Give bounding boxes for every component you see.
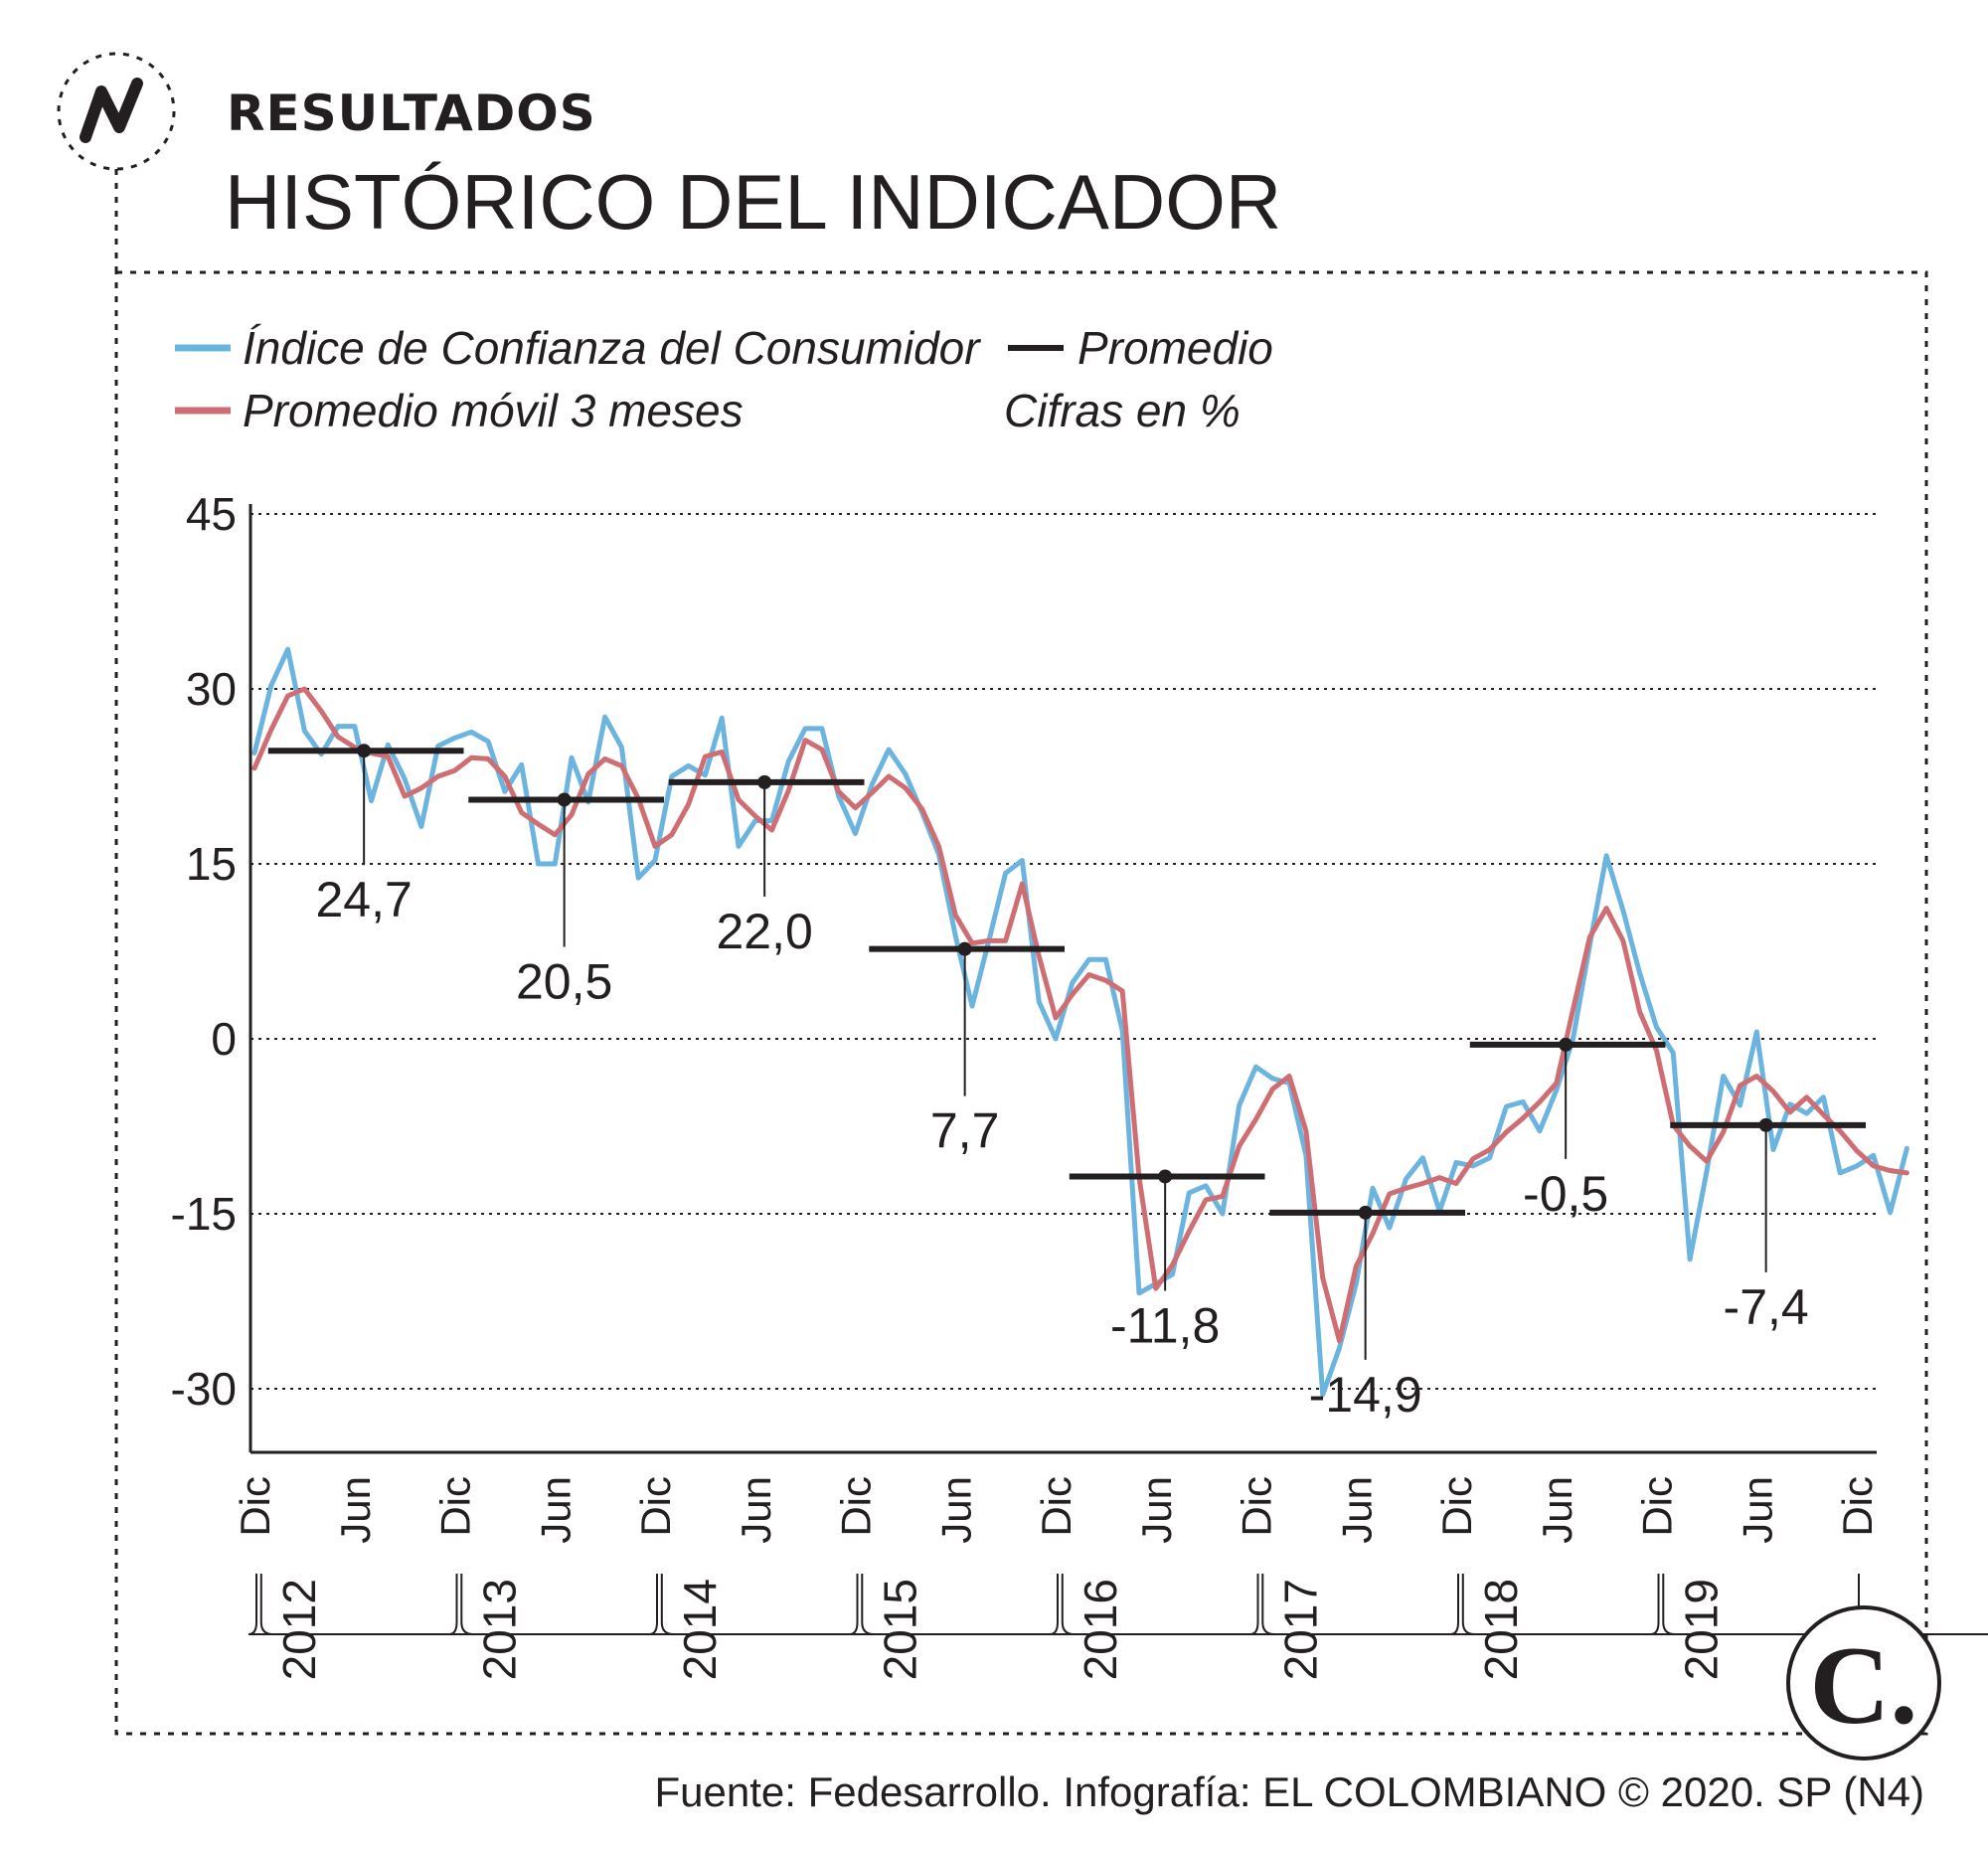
year-bracket xyxy=(259,1574,458,1635)
y-tick-label: 0 xyxy=(211,1013,237,1065)
y-tick-label: -15 xyxy=(171,1188,237,1240)
year-label: 2018 xyxy=(1475,1579,1527,1680)
x-tick-label: Dic xyxy=(1634,1476,1681,1537)
year-label: 2016 xyxy=(1075,1579,1126,1680)
grid: 45 30 15 0 -15 -30 xyxy=(171,488,1877,1415)
x-tick-label: Dic xyxy=(632,1476,679,1537)
average-label: 7,7 xyxy=(930,1103,1000,1159)
section-title: RESULTADOS xyxy=(227,84,596,142)
y-tick-label: 30 xyxy=(186,663,237,715)
index-line xyxy=(251,646,1909,1398)
year-bracket xyxy=(1461,1574,1660,1635)
average-label: -14,9 xyxy=(1309,1367,1422,1423)
average-label: -11,8 xyxy=(1110,1297,1220,1353)
year-label: 2014 xyxy=(674,1579,726,1680)
y-tick-label: 15 xyxy=(186,838,237,890)
year-bracket xyxy=(1261,1574,1459,1635)
brand-mark: C. xyxy=(1810,1624,1918,1748)
axes xyxy=(248,504,1877,1454)
logo xyxy=(57,52,176,272)
x-tick-label: Jun xyxy=(1333,1476,1380,1544)
year-label: 2017 xyxy=(1274,1579,1326,1680)
average-label: -0,5 xyxy=(1523,1166,1608,1222)
legend-label-index: Índice de Confianza del Consumidor xyxy=(243,322,981,374)
x-tick-label: Jun xyxy=(332,1476,379,1544)
legend: Índice de Confianza del Consumidor Prome… xyxy=(175,322,1273,436)
year-bracket xyxy=(861,1574,1059,1635)
chart-frame xyxy=(114,270,1928,1736)
x-tick-label: Dic xyxy=(1033,1476,1079,1537)
y-tick-label: -30 xyxy=(171,1363,237,1415)
moving-average-line xyxy=(251,686,1909,1344)
legend-label-moving-avg: Promedio móvil 3 meses xyxy=(243,385,744,436)
year-label: 2012 xyxy=(273,1579,325,1680)
x-tick-label: Dic xyxy=(232,1476,278,1537)
year-label: 2019 xyxy=(1675,1579,1727,1680)
x-tick-label: Jun xyxy=(1534,1476,1580,1544)
year-label: 2013 xyxy=(473,1579,525,1680)
x-tick-label: Dic xyxy=(1433,1476,1480,1537)
x-tick-label: Dic xyxy=(432,1476,479,1537)
average-label: 22,0 xyxy=(716,904,812,959)
series xyxy=(251,646,1909,1398)
y-tick-label: 45 xyxy=(186,488,237,540)
year-bracket xyxy=(1061,1574,1259,1635)
x-tick-label: Jun xyxy=(932,1476,979,1544)
x-tick-label: Dic xyxy=(833,1476,880,1537)
x-tick-label: Jun xyxy=(532,1476,579,1544)
source-note: Fuente: Fedesarrollo. Infografía: EL COL… xyxy=(654,1768,1924,1815)
page-title: HISTÓRICO DEL INDICADOR xyxy=(225,158,1281,246)
x-tick-label: Dic xyxy=(1834,1476,1881,1537)
averages: 24,7 20,5 22,0 7,7 -11,8 -14,9 -0,5 -7,4 xyxy=(267,744,1866,1423)
x-axis: Dic Jun Dic Jun Dic Jun Dic Jun Dic Jun Dic Jun Dic J… xyxy=(232,1476,1988,1680)
x-tick-label: Jun xyxy=(1133,1476,1180,1544)
average-label: -7,4 xyxy=(1724,1279,1809,1335)
brand-logo: C. xyxy=(1786,1605,1941,1761)
n-trend-icon xyxy=(80,78,143,143)
year-label: 2015 xyxy=(874,1579,925,1680)
x-tick-label: Jun xyxy=(1734,1476,1780,1544)
units-note: Cifras en % xyxy=(1004,385,1241,436)
average-label: 24,7 xyxy=(315,872,412,927)
year-bracket xyxy=(460,1574,658,1635)
x-tick-label: Jun xyxy=(733,1476,779,1544)
average-label: 20,5 xyxy=(516,953,612,1009)
year-bracket xyxy=(660,1574,859,1635)
x-tick-label: Dic xyxy=(1234,1476,1280,1537)
legend-label-average: Promedio xyxy=(1077,322,1273,374)
year-bracket xyxy=(248,1574,1988,1635)
